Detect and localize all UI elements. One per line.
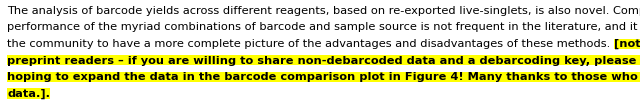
Text: the community to have a more complete picture of the advantages and disadvantage: the community to have a more complete pi… [7, 39, 614, 49]
Text: data.].: data.]. [7, 88, 50, 99]
Text: [note to: [note to [614, 39, 640, 49]
Text: The analysis of barcode yields across different reagents, based on re-exported l: The analysis of barcode yields across di… [7, 6, 640, 16]
Text: performance of the myriad combinations of barcode and sample source is not frequ: performance of the myriad combinations o… [7, 23, 640, 32]
Text: preprint readers – if you are willing to share non-debarcoded data and a debarco: preprint readers – if you are willing to… [7, 56, 640, 66]
Text: hoping to expand the data in the barcode comparison plot in Figure 4! Many thank: hoping to expand the data in the barcode… [7, 72, 640, 82]
